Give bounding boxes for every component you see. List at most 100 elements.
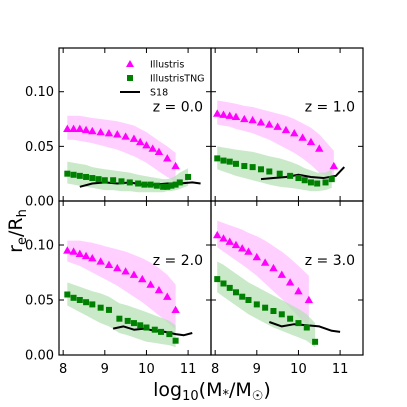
point-illustris <box>104 260 114 268</box>
legend: Illustris IllustrisTNG S18 <box>120 60 205 99</box>
point-illustristng <box>185 173 192 180</box>
point-illustristng <box>214 276 221 283</box>
point-illustristng <box>116 315 123 322</box>
legend-entry-illustris: Illustris <box>126 60 184 71</box>
point-illustris <box>171 305 180 314</box>
point-illustris <box>244 247 253 255</box>
y-tick-label: 0.00 <box>25 349 54 364</box>
axis-labels-layer: log10(M*/M☉) re/Rh <box>5 209 271 404</box>
point-illustristng <box>176 179 183 186</box>
point-illustris <box>290 129 299 137</box>
point-illustris <box>154 285 164 294</box>
panel-4: 8 9 10 11 z = 3.0 <box>210 200 364 377</box>
point-illustristng <box>97 304 104 311</box>
panel-plot-area <box>213 100 345 192</box>
x-tick-label: 9 <box>253 362 261 377</box>
legend-entry-illustristng: IllustrisTNG <box>127 74 205 85</box>
y-tick-label: 0.00 <box>25 195 54 210</box>
point-illustristng <box>220 157 227 164</box>
point-illustristng <box>266 168 273 175</box>
band-illustris <box>67 240 176 330</box>
point-illustris <box>285 278 295 286</box>
panel-plot-area <box>63 115 201 193</box>
point-illustris <box>81 125 91 134</box>
panel-plot-area <box>63 240 193 348</box>
y-axis-label: re/Rh <box>5 209 30 253</box>
point-illustristng <box>172 337 179 344</box>
point-illustris <box>213 230 222 239</box>
point-illustristng <box>257 166 264 173</box>
point-illustris <box>231 112 241 120</box>
point-illustristng <box>312 338 319 345</box>
point-illustristng <box>141 181 148 188</box>
point-illustristng <box>95 176 102 183</box>
y-tick-label: 0.05 <box>25 294 54 309</box>
x-tick-label: 9 <box>101 362 109 377</box>
point-illustris <box>75 124 85 133</box>
panel-3: 8 9 10 11 0.00 0.05 0.10 z = 2.0 <box>25 200 212 377</box>
point-illustristng <box>83 299 90 306</box>
panel-frame <box>210 200 364 356</box>
x-tick-label: 8 <box>211 362 219 377</box>
point-illustristng <box>70 171 77 178</box>
point-illustristng <box>101 177 108 184</box>
point-illustris <box>265 120 274 128</box>
y-tick-label: 0.10 <box>25 85 54 100</box>
point-illustris <box>256 118 266 126</box>
point-illustris <box>219 234 228 242</box>
point-illustristng <box>245 297 252 303</box>
point-illustris <box>277 270 286 278</box>
point-illustris <box>231 240 241 249</box>
point-illustris <box>129 270 139 278</box>
x-tick-label: 10 <box>138 362 155 377</box>
x-tick-label: 11 <box>332 362 349 377</box>
point-illustris <box>225 111 234 119</box>
legend-marker-square <box>127 75 133 81</box>
legend-label: Illustris <box>150 60 184 71</box>
point-illustris <box>81 251 91 260</box>
point-illustris <box>238 244 247 252</box>
point-illustris <box>163 292 172 300</box>
point-illustris <box>240 114 249 123</box>
x-tick-label: 11 <box>180 362 197 377</box>
point-illustristng <box>110 177 117 184</box>
point-illustris <box>69 124 78 133</box>
point-illustristng <box>295 175 302 182</box>
point-illustristng <box>322 179 329 186</box>
point-illustristng <box>241 163 248 170</box>
point-illustristng <box>239 293 246 300</box>
point-illustristng <box>314 180 321 187</box>
point-illustristng <box>130 320 137 327</box>
point-illustristng <box>287 172 294 179</box>
point-illustris <box>129 134 139 142</box>
point-illustris <box>329 161 339 170</box>
point-illustristng <box>253 301 260 308</box>
point-illustristng <box>158 328 165 335</box>
point-illustristng <box>307 179 314 186</box>
point-illustris <box>96 127 105 136</box>
panel-label: z = 1.0 <box>305 99 355 115</box>
y-tick-label: 0.05 <box>25 140 54 155</box>
legend-entry-s18: S18 <box>120 88 168 99</box>
point-illustristng <box>220 280 227 287</box>
point-illustris <box>63 124 72 133</box>
panel-1: 0.00 0.05 0.10 z = 0.0 <box>25 47 212 210</box>
point-illustris <box>269 263 278 272</box>
x-tick-label: 8 <box>59 362 67 377</box>
point-illustris <box>121 132 130 140</box>
point-illustristng <box>143 324 150 331</box>
point-illustristng <box>278 311 285 318</box>
point-illustristng <box>126 179 133 186</box>
point-illustris <box>69 247 78 255</box>
point-illustristng <box>166 331 173 338</box>
panel-label: z = 3.0 <box>305 253 355 269</box>
point-illustristng <box>124 317 131 324</box>
point-illustris <box>146 280 155 288</box>
point-illustristng <box>147 181 154 188</box>
point-illustristng <box>64 291 71 298</box>
band-illustris <box>217 220 309 327</box>
legend-label: IllustrisTNG <box>150 74 205 85</box>
y-tick-label: 0.10 <box>25 239 54 254</box>
point-illustristng <box>303 324 310 331</box>
point-illustris <box>260 258 270 266</box>
